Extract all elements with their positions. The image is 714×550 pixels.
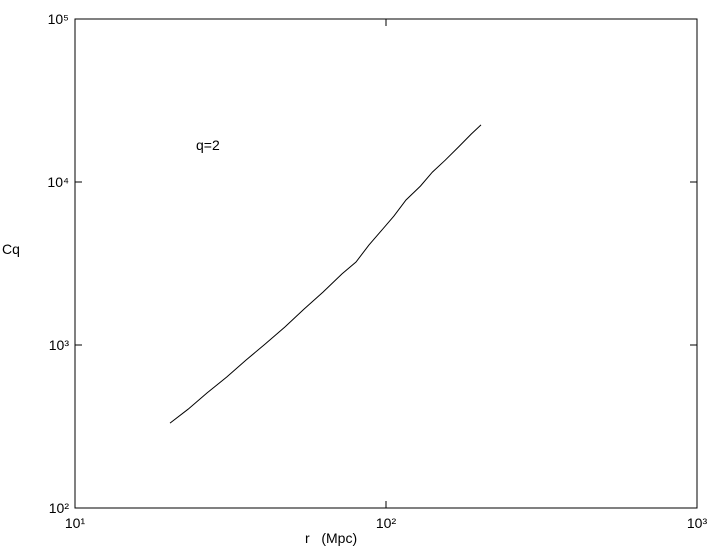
x-axis-label: r (Mpc) bbox=[305, 530, 357, 546]
y-tick-label: 10² bbox=[49, 500, 70, 516]
annotation: q=2 bbox=[196, 137, 220, 153]
y-tick-label: 10⁴ bbox=[47, 174, 69, 190]
x-tick-label: 10² bbox=[376, 515, 397, 531]
y-axis-label: Cq bbox=[2, 241, 20, 257]
x-tick-label: 10³ bbox=[687, 515, 708, 531]
y-tick-label: 10⁵ bbox=[48, 11, 69, 27]
x-tick-label: 10¹ bbox=[65, 515, 86, 531]
y-tick-label: 10³ bbox=[49, 337, 70, 353]
plot-frame bbox=[74, 18, 698, 509]
data-line bbox=[169, 124, 482, 424]
